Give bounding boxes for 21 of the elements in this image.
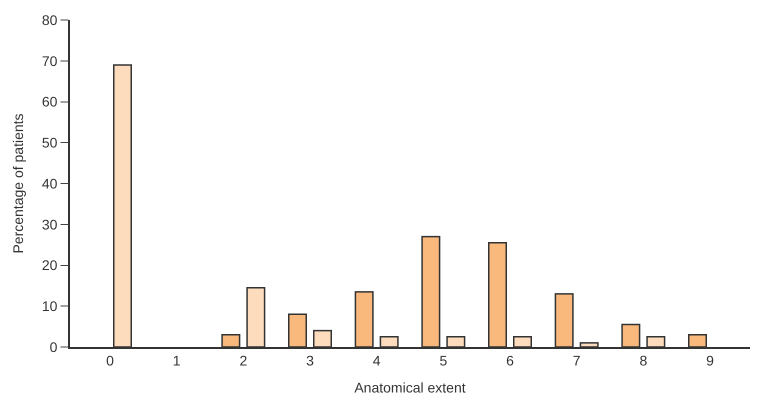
y-tick-label: 40 — [42, 175, 58, 192]
x-tick-label: 4 — [372, 352, 381, 369]
y-tick-label: 50 — [42, 134, 58, 151]
x-tick-label: 7 — [572, 352, 581, 369]
y-tick-label: 30 — [42, 216, 58, 232]
x-tick-label: 3 — [306, 352, 314, 369]
x-tick-label: 9 — [706, 352, 714, 369]
x-tick-label: 6 — [506, 352, 514, 369]
x-tick-label: 8 — [639, 352, 648, 369]
y-tick-label: 60 — [42, 94, 58, 110]
x-tick-label: 5 — [439, 352, 448, 369]
y-tick-label: 10 — [42, 298, 58, 314]
y-tick-label: 80 — [42, 12, 58, 28]
y-tick-label: 0 — [50, 338, 58, 355]
x-tick-label: 2 — [239, 352, 248, 369]
y-tick-label: 70 — [42, 52, 58, 69]
x-axis-title: Anatomical extent — [354, 379, 466, 396]
x-tick-label: 1 — [172, 352, 181, 369]
y-axis-title: Percentage of patients — [10, 113, 26, 254]
x-tick-label: 0 — [106, 352, 114, 369]
y-tick-label: 20 — [42, 257, 58, 274]
